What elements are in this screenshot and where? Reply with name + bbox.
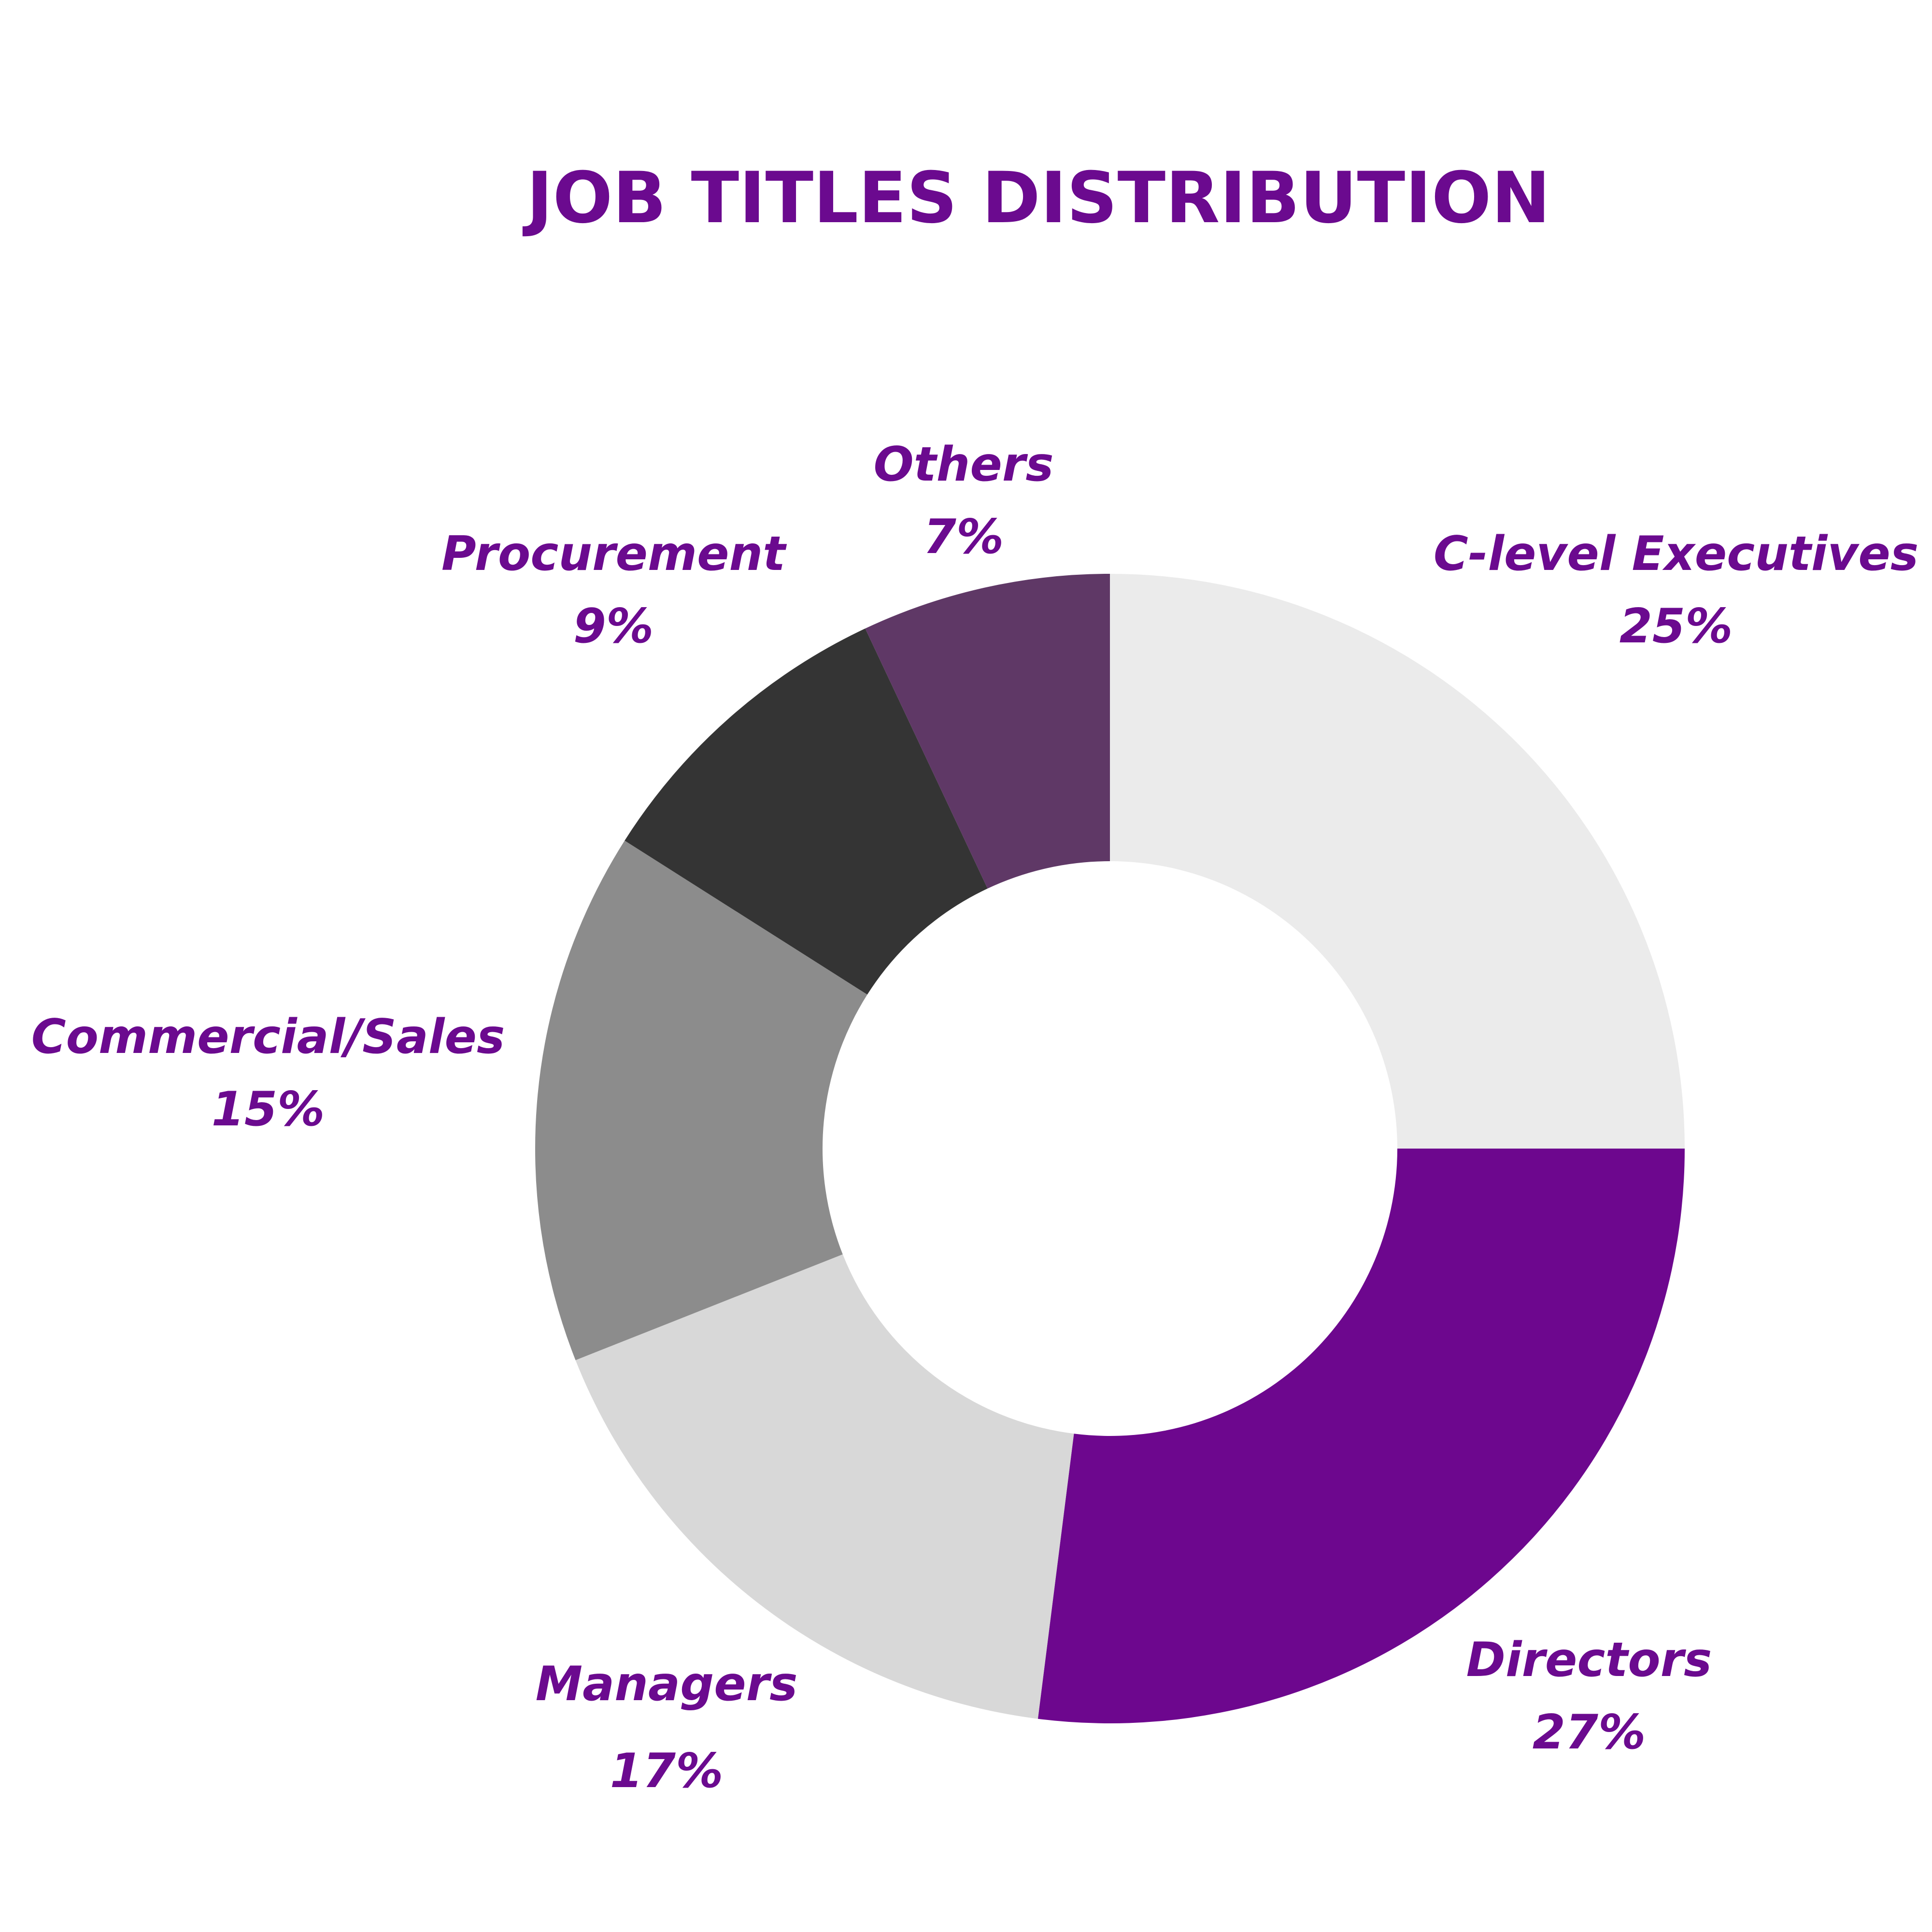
slice-value-label: 15% (212, 1082, 325, 1137)
chart-title: JOB TITLES DISTRIBUTION (522, 157, 1550, 239)
donut-slices (535, 574, 1685, 1723)
slice-value-label: 25% (1619, 599, 1733, 654)
slice-value-label: 7% (923, 510, 1004, 565)
slice-category-label: Procurement (441, 526, 787, 582)
slice-others (865, 574, 1110, 889)
slice-commercial-sales (535, 840, 867, 1361)
slice-procurement (625, 628, 988, 995)
slice-directors (1037, 1149, 1685, 1723)
slice-value-label: 17% (610, 1744, 724, 1799)
slice-c-level-executives (1110, 574, 1685, 1149)
slice-category-label: Directors (1466, 1633, 1712, 1688)
slice-managers (575, 1254, 1074, 1719)
slice-value-label: 9% (573, 599, 653, 654)
slice-category-label: Others (873, 437, 1053, 492)
slice-category-label: C-level Executives (1434, 526, 1918, 582)
slice-category-label: Managers (536, 1657, 798, 1712)
slice-value-label: 27% (1533, 1705, 1646, 1760)
slice-labels: C-level Executives 25% Directors 27% Manager… (31, 437, 1918, 1799)
slice-category-label: Commercial/Sales (31, 1009, 505, 1065)
